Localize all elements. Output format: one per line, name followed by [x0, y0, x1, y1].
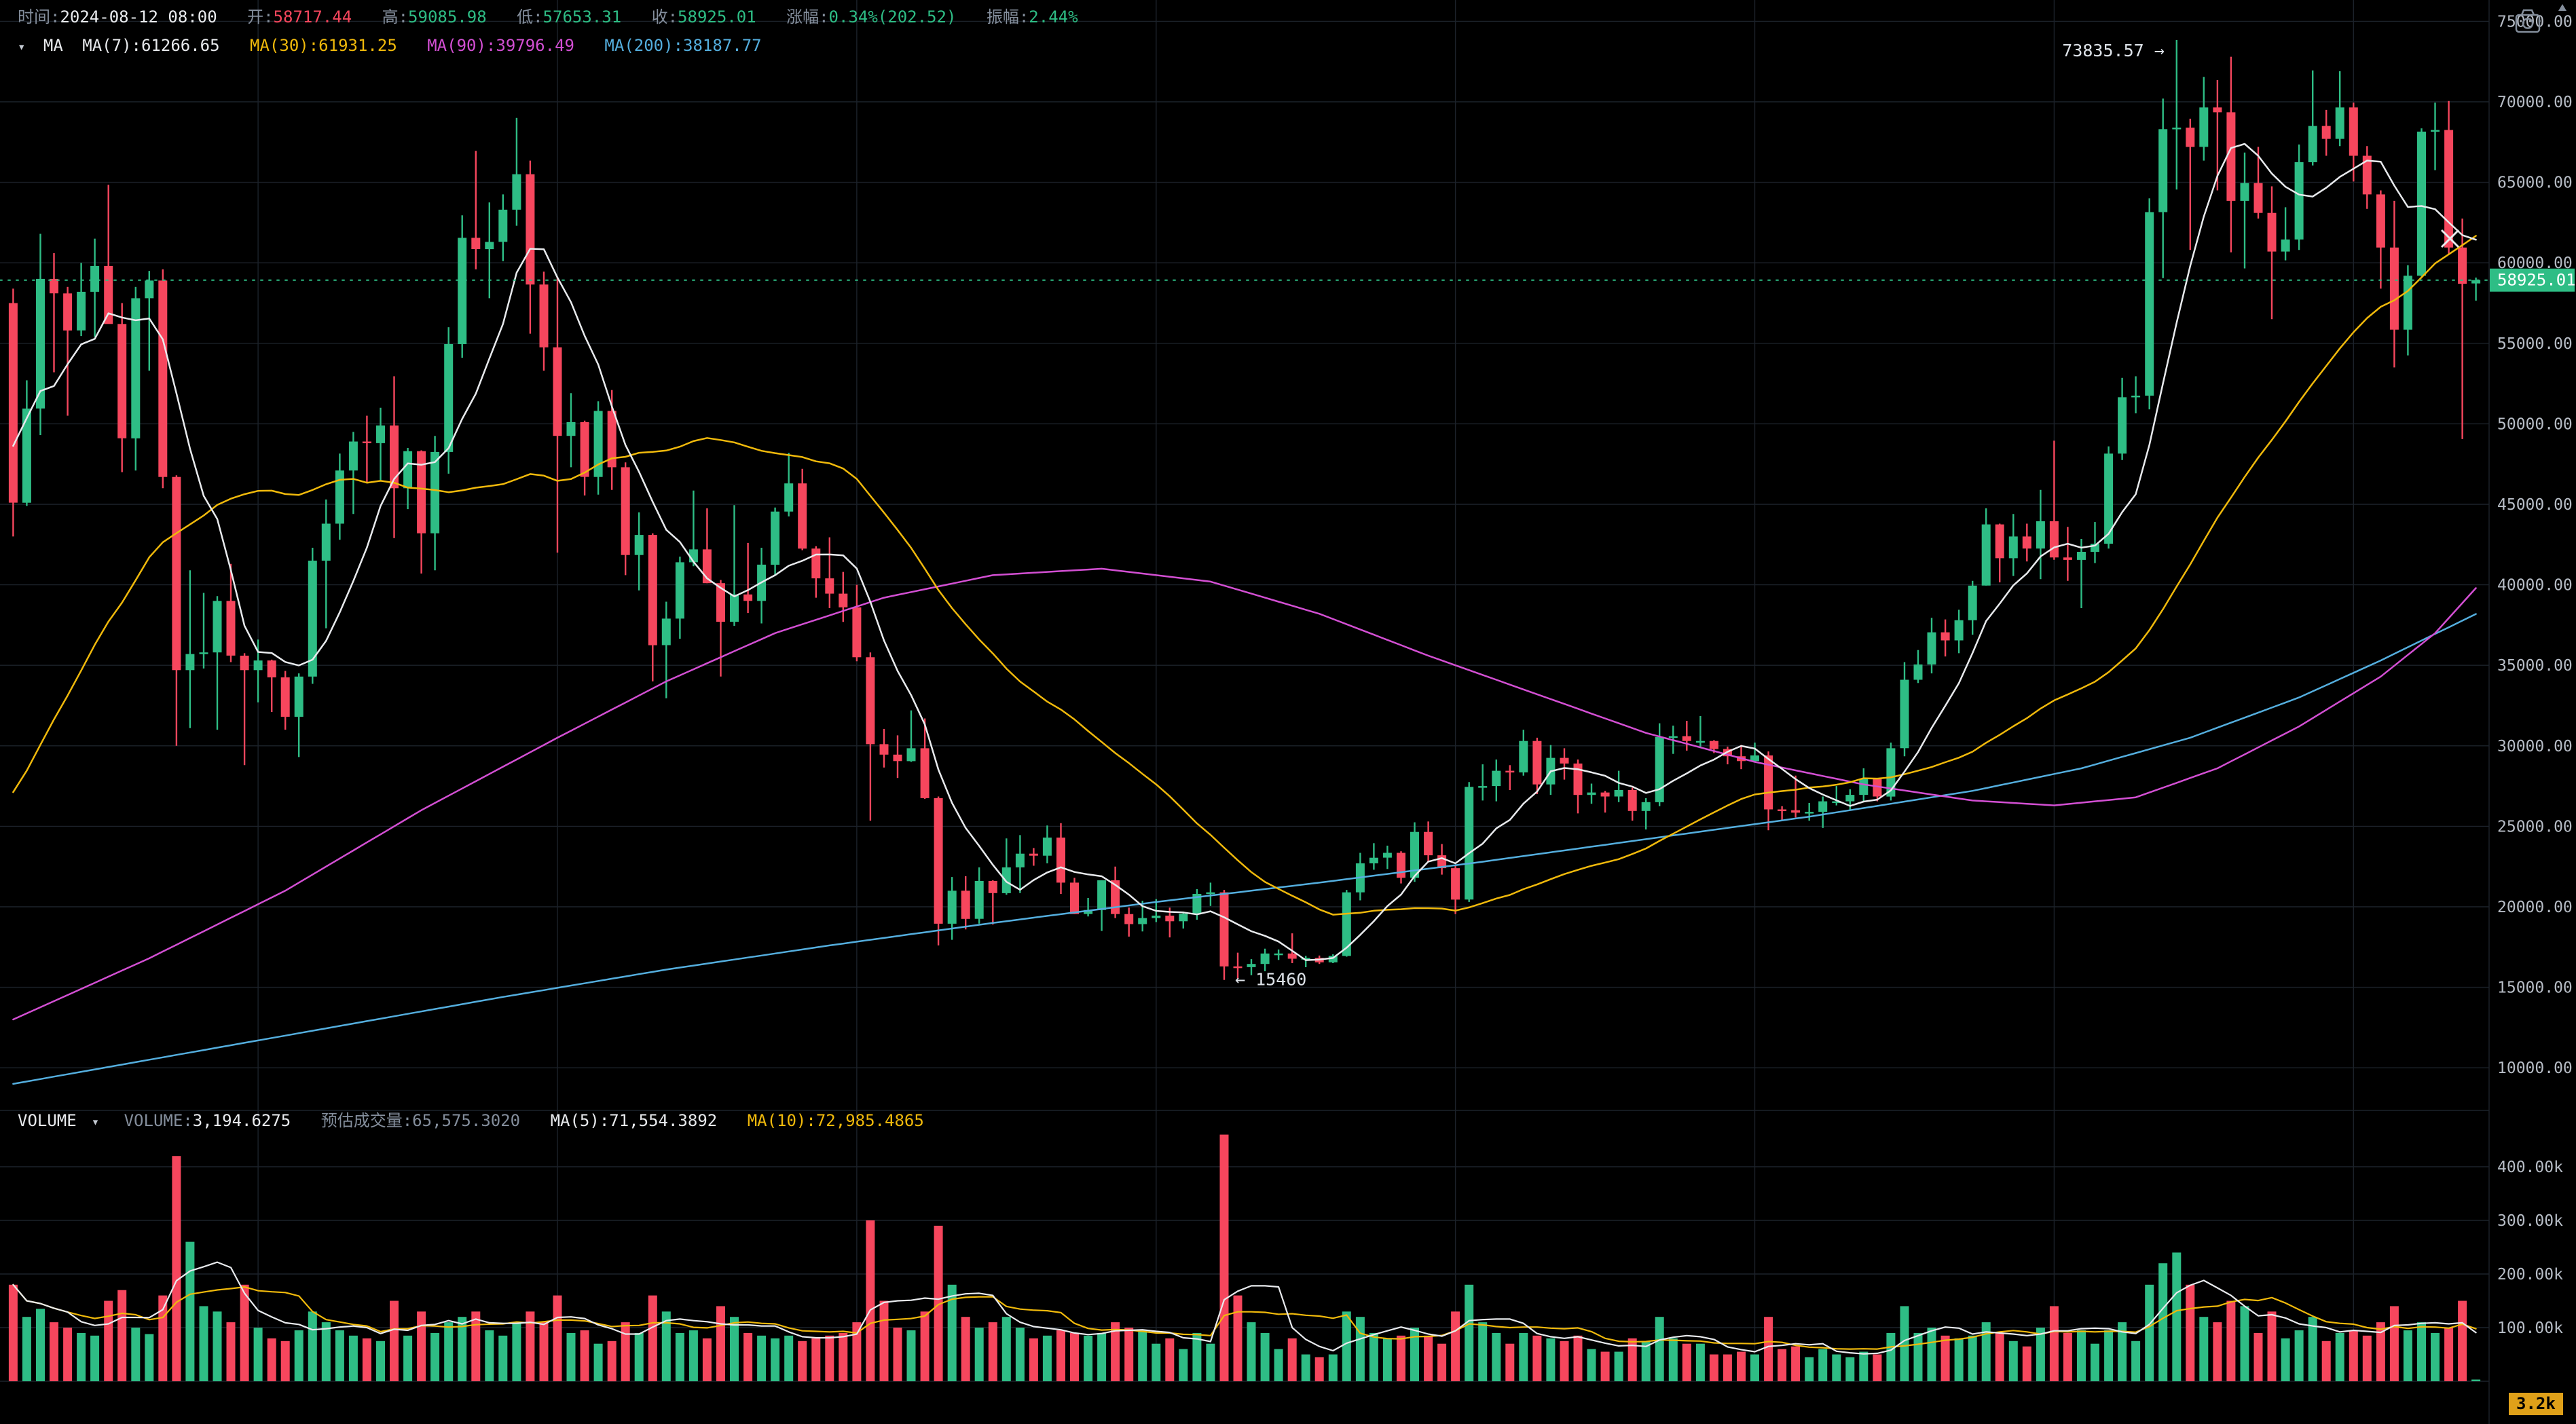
- svg-text:75000.00: 75000.00: [2497, 13, 2573, 31]
- svg-text:35000.00: 35000.00: [2497, 657, 2573, 675]
- chevron-down-icon[interactable]: ▾: [18, 39, 26, 54]
- ma30-field: MA(30):61931.25: [250, 36, 397, 55]
- ma200-label: MA(200):: [604, 36, 684, 55]
- svg-text:65000.00: 65000.00: [2497, 174, 2573, 192]
- open-label: 开:: [247, 7, 274, 26]
- annotation-low: ← 15460: [1235, 970, 1306, 990]
- estimated-volume-label: 预估成交量:: [320, 1111, 413, 1130]
- svg-text:400.00k: 400.00k: [2497, 1159, 2563, 1176]
- high-value: 59085.98: [408, 7, 487, 26]
- ma7-field: MA(7):61266.65: [82, 36, 219, 55]
- last-price-badge: 58925.01: [2490, 268, 2576, 292]
- time-field: 时间:2024-08-12 08:00: [18, 7, 217, 26]
- amplitude-label: 振幅:: [986, 7, 1029, 26]
- high-field: 高:59085.98: [382, 7, 487, 26]
- estimated-volume-value: 65,575.3020: [412, 1111, 521, 1130]
- vol-ma10-label: MA(10):: [747, 1111, 816, 1130]
- chevron-down-icon[interactable]: ▾: [91, 1114, 100, 1129]
- time-value: 2024-08-12 08:00: [60, 7, 217, 26]
- svg-text:40000.00: 40000.00: [2497, 577, 2573, 595]
- scroll-up-icon[interactable]: [2558, 4, 2566, 11]
- svg-text:45000.00: 45000.00: [2497, 496, 2573, 514]
- svg-text:15000.00: 15000.00: [2497, 979, 2573, 997]
- vol-ma5-field: MA(5):71,554.3892: [551, 1111, 718, 1130]
- estimated-volume-field: 预估成交量:65,575.3020: [321, 1111, 520, 1130]
- svg-text:10000.00: 10000.00: [2497, 1060, 2573, 1077]
- volume-label: VOLUME:: [124, 1111, 193, 1130]
- ma-lines: [12, 143, 2477, 1085]
- vol-ma10-value: 72,985.4865: [815, 1111, 924, 1130]
- vol-ma10-field: MA(10):72,985.4865: [748, 1111, 924, 1130]
- amplitude-value: 2.44%: [1029, 7, 1078, 26]
- ma7-label: MA(7):: [82, 36, 141, 55]
- ma90-field: MA(90):39796.49: [427, 36, 574, 55]
- volume-ma-lines: [12, 1261, 2477, 1355]
- volume-value: 3,194.6275: [192, 1111, 291, 1130]
- close-label: 收:: [651, 7, 678, 26]
- change-value: 0.34%(202.52): [828, 7, 957, 26]
- candlestick-series: [8, 40, 2481, 980]
- svg-text:20000.00: 20000.00: [2497, 899, 2573, 916]
- ma200-value: 38187.77: [683, 36, 762, 55]
- volume-legend-title[interactable]: VOLUME: [18, 1111, 77, 1130]
- low-value: 57653.31: [542, 7, 622, 26]
- svg-text:50000.00: 50000.00: [2497, 415, 2573, 433]
- high-label: 高:: [382, 7, 409, 26]
- svg-text:30000.00: 30000.00: [2497, 738, 2573, 755]
- svg-text:100.00k: 100.00k: [2497, 1319, 2563, 1337]
- svg-text:3.2k: 3.2k: [2516, 1394, 2556, 1413]
- ma30-label: MA(30):: [250, 36, 319, 55]
- svg-text:55000.00: 55000.00: [2497, 335, 2573, 353]
- ma90-value: 39796.49: [496, 36, 574, 55]
- ma-legend-title[interactable]: MA: [43, 36, 63, 55]
- ma7-value: 61266.65: [141, 36, 220, 55]
- ohlc-legend: 时间:2024-08-12 08:00 开:58717.44 高:59085.9…: [18, 7, 1099, 27]
- open-value: 58717.44: [273, 7, 352, 26]
- ma200-field: MA(200):38187.77: [604, 36, 761, 55]
- svg-text:200.00k: 200.00k: [2497, 1266, 2563, 1284]
- grid-lines: [0, 0, 2490, 1424]
- close-field: 收:58925.01: [652, 7, 756, 26]
- volume-legend: VOLUME ▾ VOLUME:3,194.6275 预估成交量:65,575.3…: [18, 1110, 944, 1132]
- time-label: 时间:: [18, 7, 60, 26]
- annotation-high: 73835.57 →: [2062, 41, 2165, 60]
- change-field: 涨幅:0.34%(202.52): [786, 7, 956, 26]
- last-volume-badge: 3.2k: [2509, 1393, 2563, 1415]
- volume-field: VOLUME:3,194.6275: [124, 1111, 291, 1130]
- ma30-value: 61931.25: [318, 36, 397, 55]
- close-value: 58925.01: [678, 7, 756, 26]
- low-label: 低:: [517, 7, 543, 26]
- ma90-label: MA(90):: [427, 36, 496, 55]
- volume-axis[interactable]: 400.00k 300.00k 200.00k 100.00k 3.2k: [2497, 1159, 2563, 1415]
- svg-text:300.00k: 300.00k: [2497, 1212, 2563, 1230]
- low-field: 低:57653.31: [517, 7, 621, 26]
- open-field: 开:58717.44: [247, 7, 352, 26]
- price-axis[interactable]: 75000.0070000.0065000.0060000.0055000.00…: [2490, 13, 2576, 1077]
- svg-text:70000.00: 70000.00: [2497, 94, 2573, 111]
- svg-text:58925.01: 58925.01: [2497, 271, 2576, 290]
- svg-text:25000.00: 25000.00: [2497, 818, 2573, 836]
- camera-icon[interactable]: [2515, 9, 2541, 33]
- change-label: 涨幅:: [786, 7, 829, 26]
- amplitude-field: 振幅:2.44%: [987, 7, 1078, 26]
- vol-ma5-value: 71,554.3892: [609, 1111, 718, 1130]
- vol-ma5-label: MA(5):: [550, 1111, 610, 1130]
- crosshair-cursor: [2440, 229, 2460, 248]
- ma-legend: ▾ MA MA(7):61266.65 MA(30):61931.25 MA(9…: [18, 35, 782, 57]
- volume-bars: [8, 1134, 2481, 1382]
